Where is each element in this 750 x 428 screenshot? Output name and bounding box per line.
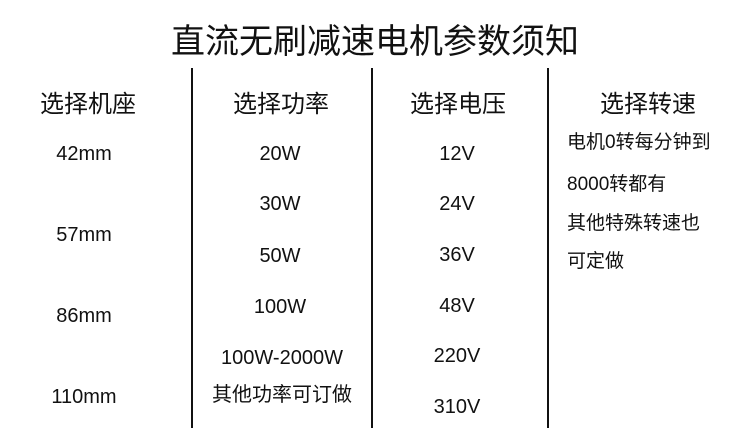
power-item: 20W [259,143,301,165]
power-header: 选择功率 [233,91,329,118]
column-divider [191,68,193,428]
voltage-item: 36V [439,244,475,266]
frame-size-item: 110mm [51,386,117,408]
column-divider [371,68,373,428]
speed-note-line: 其他特殊转速也 [567,213,701,234]
voltage-item: 48V [439,295,475,317]
speed-header: 选择转速 [600,91,696,118]
page-title: 直流无刷减速电机参数须知 [171,23,579,61]
power-item: 100W [253,296,307,318]
column-divider [547,68,549,428]
power-item: 30W [259,193,301,215]
power-item: 100W-2000W [221,347,343,369]
power-item: 50W [259,245,301,267]
power-item: 其他功率可订做 [212,384,352,406]
frame-size-item: 42mm [56,143,112,165]
speed-note-line: 8000转都有 [567,174,667,195]
frame-size-header: 选择机座 [40,91,136,118]
speed-note-line: 可定做 [567,251,625,272]
speed-note-line: 电机0转每分钟到 [567,132,711,153]
voltage-item: 24V [439,193,475,215]
voltage-header: 选择电压 [410,91,506,118]
frame-size-item: 57mm [56,224,112,246]
voltage-item: 310V [433,396,481,418]
voltage-item: 12V [439,143,475,165]
frame-size-item: 86mm [56,305,112,327]
voltage-item: 220V [433,345,481,367]
